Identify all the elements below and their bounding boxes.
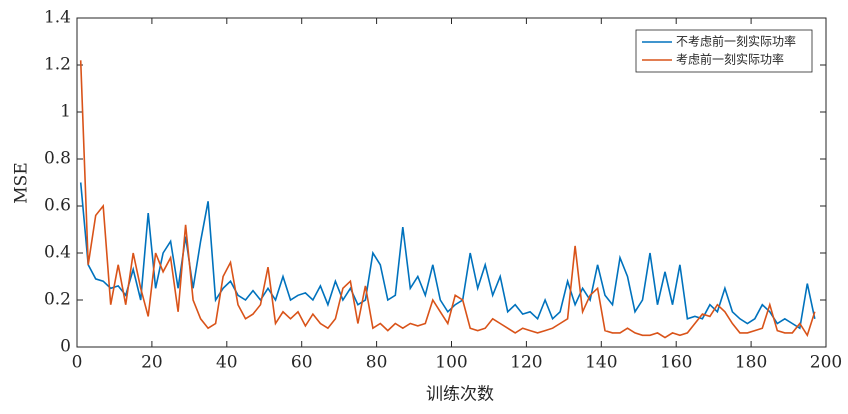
y-tick-label: 0.6 — [44, 196, 71, 216]
x-tick-label: 40 — [216, 353, 238, 373]
x-tick-label: 140 — [585, 353, 617, 373]
legend-label: 考虑前一刻实际功率 — [676, 52, 784, 67]
y-tick-label: 0.2 — [44, 290, 71, 310]
y-tick-label: 0.8 — [44, 149, 71, 169]
legend-label: 不考虑前一刻实际功率 — [676, 34, 796, 49]
y-tick-label: 1.4 — [44, 8, 71, 28]
y-tick-label: 1 — [60, 102, 71, 122]
y-tick-label: 0.4 — [44, 243, 71, 263]
x-tick-label: 200 — [810, 353, 842, 373]
x-tick-label: 60 — [291, 353, 313, 373]
y-tick-label: 0 — [60, 337, 71, 357]
x-axis-label: 训练次数 — [426, 385, 494, 405]
y-axis-label: MSE — [12, 162, 32, 203]
data-line — [79, 60, 816, 339]
legend-box — [635, 29, 813, 73]
x-tick-label: 20 — [141, 353, 163, 373]
x-tick-label: 0 — [72, 353, 83, 373]
plot-frame — [76, 17, 827, 348]
y-tick-label: 1.2 — [44, 55, 71, 75]
x-tick-label: 120 — [510, 353, 542, 373]
x-tick-label: 80 — [366, 353, 388, 373]
x-tick-label: 180 — [735, 353, 767, 373]
x-tick-label: 100 — [435, 353, 467, 373]
x-tick-label: 160 — [660, 353, 692, 373]
data-line — [79, 182, 816, 330]
